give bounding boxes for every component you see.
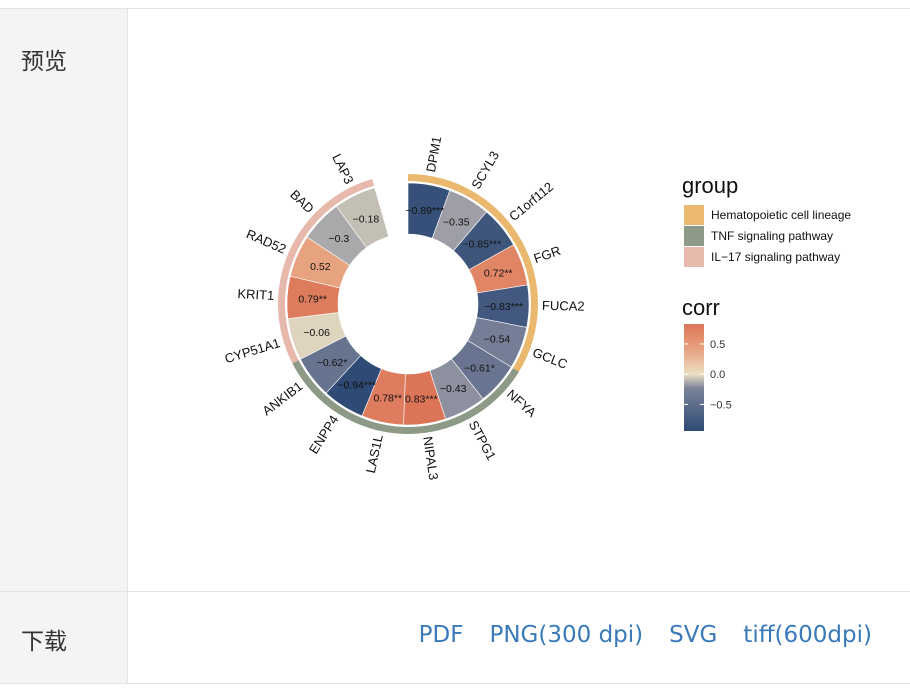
group-arc: [278, 179, 375, 364]
gene-label: CYP51A1: [223, 335, 282, 366]
legend-swatch-tnf: [684, 226, 704, 246]
group-arc: [408, 174, 538, 372]
legend-swatch-hematopoietic: [684, 205, 704, 225]
gene-label: NIPAL3: [420, 436, 441, 482]
value-label: 0.79**: [298, 294, 327, 306]
download-header-cell: 下载: [0, 592, 128, 683]
value-label: 0.78**: [373, 392, 402, 404]
value-label: −0.06: [303, 327, 330, 339]
download-pdf-link[interactable]: PDF: [418, 622, 464, 648]
value-label: −0.3: [329, 233, 350, 245]
legend-colorbar: [684, 324, 704, 431]
value-label: 0.52: [310, 261, 331, 273]
legend-corr-title: corr: [682, 295, 720, 320]
colorbar-tick-label: 0.0: [710, 369, 725, 381]
value-label: 0.72**: [484, 268, 513, 280]
value-label: −0.62*: [317, 357, 348, 369]
value-labels: −0.89***−0.35 −0.85*** 0.72** −0.83*** −0.54…: [298, 205, 523, 406]
heatmap-cell: [336, 187, 390, 248]
colorbar-tick-label: −0.5: [710, 399, 732, 411]
value-label: −0.61*: [464, 362, 495, 374]
gene-label: ANKIB1: [259, 378, 305, 418]
group-ring: [278, 174, 538, 434]
download-row: 下载 PDF PNG(300 dpi) SVG tiff(600dpi): [0, 592, 910, 684]
value-label: −0.83***: [484, 301, 523, 313]
download-png-link[interactable]: PNG(300 dpi): [489, 622, 644, 648]
preview-row: 预览: [0, 8, 910, 592]
legend: group Hematopoietic cell lineage TNF sig…: [682, 173, 851, 431]
download-links: PDF PNG(300 dpi) SVG tiff(600dpi): [419, 622, 872, 648]
group-arc: [292, 360, 519, 434]
value-label: −0.94***: [337, 380, 376, 392]
heatmap-ring: [286, 182, 530, 426]
download-svg-link[interactable]: SVG: [669, 622, 718, 648]
legend-item-hematopoietic: Hematopoietic cell lineage: [711, 208, 851, 222]
legend-swatch-il17: [684, 247, 704, 267]
preview-label: 预览: [21, 49, 67, 75]
gene-label: GCLC: [531, 345, 570, 372]
value-label: −0.43: [440, 383, 467, 395]
gene-label: C1orf112: [506, 179, 556, 224]
preview-header-cell: 预览: [0, 9, 128, 591]
value-label: −0.54: [484, 334, 511, 346]
value-label: 0.83***: [405, 394, 438, 406]
legend-item-tnf: TNF signaling pathway: [711, 229, 833, 243]
gene-label: SCYL3: [468, 148, 502, 191]
colorbar-ticks: 0.5 0.0 −0.5: [684, 339, 732, 411]
value-label: −0.89***: [405, 205, 444, 217]
gene-label: KRIT1: [237, 286, 275, 303]
gene-label: BAD: [287, 187, 317, 216]
value-label: −0.35: [443, 217, 470, 229]
value-label: −0.18: [353, 213, 380, 225]
download-label: 下载: [21, 629, 67, 655]
gene-label: LAP3: [329, 151, 356, 186]
legend-group-title: group: [682, 173, 738, 198]
gene-label: STPG1: [466, 418, 499, 463]
gene-label: ENPP4: [306, 412, 342, 456]
gene-label: FGR: [532, 243, 563, 266]
value-label: −0.85***: [462, 238, 501, 250]
gene-label: DPM1: [423, 135, 444, 173]
gene-label: LAS1L: [363, 433, 386, 474]
gene-label: FUCA2: [542, 298, 585, 314]
gene-label: RAD52: [244, 226, 288, 256]
colorbar-tick-label: 0.5: [710, 339, 725, 351]
gene-label: NFYA: [504, 386, 539, 420]
download-tiff-link[interactable]: tiff(600dpi): [743, 622, 872, 648]
circular-heatmap-chart: −0.89***−0.35 −0.85*** 0.72** −0.83*** −0.54…: [223, 135, 852, 482]
legend-item-il17: IL−17 signaling pathway: [711, 250, 840, 264]
result-table: 预览 下载 PDF PNG(300 dpi) SVG tiff(600dpi): [0, 8, 910, 684]
